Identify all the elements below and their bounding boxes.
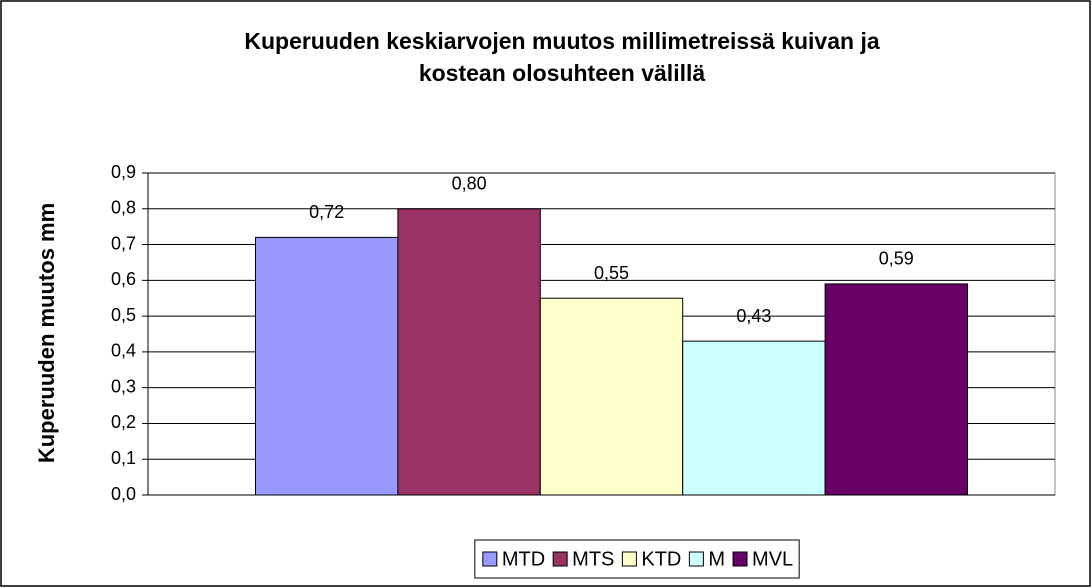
legend-label: MTD (502, 548, 545, 570)
bar (824, 283, 968, 496)
data-label: 0,72 (309, 202, 344, 222)
y-tick-label: 0,9 (111, 162, 136, 182)
legend-swatch (552, 551, 568, 567)
chart-title: kostean olosuhteen välillä (419, 60, 706, 86)
legend-swatch (732, 551, 748, 567)
bar (397, 208, 541, 496)
data-label: 0,43 (736, 306, 771, 326)
bar (682, 340, 826, 496)
y-tick-label: 0,1 (111, 448, 136, 468)
bar (539, 297, 684, 496)
y-tick-label: 0,5 (111, 305, 136, 325)
chart-title: Kuperuuden keskiarvojen muutos millimetr… (244, 28, 879, 54)
data-label: 0,59 (879, 249, 914, 269)
y-tick-label: 0,2 (111, 412, 136, 432)
y-tick-label: 0,4 (111, 341, 136, 361)
legend-swatch (688, 551, 704, 567)
y-tick-label: 0,3 (111, 376, 136, 396)
y-axis-label: Kuperuuden muutos mm (34, 203, 59, 463)
data-label: 0,80 (452, 174, 487, 194)
y-tick-label: 0,0 (111, 484, 136, 504)
legend-label: M (708, 548, 725, 570)
legend-label: MVL (752, 548, 793, 570)
legend-swatch (621, 551, 637, 567)
bar (255, 236, 399, 496)
y-tick-label: 0,8 (111, 198, 136, 218)
legend-label: KTD (641, 548, 681, 570)
legend-swatch (482, 551, 498, 567)
legend-label: MTS (572, 548, 614, 570)
y-tick-label: 0,7 (111, 233, 136, 253)
y-tick-label: 0,6 (111, 269, 136, 289)
data-label: 0,55 (594, 263, 629, 283)
